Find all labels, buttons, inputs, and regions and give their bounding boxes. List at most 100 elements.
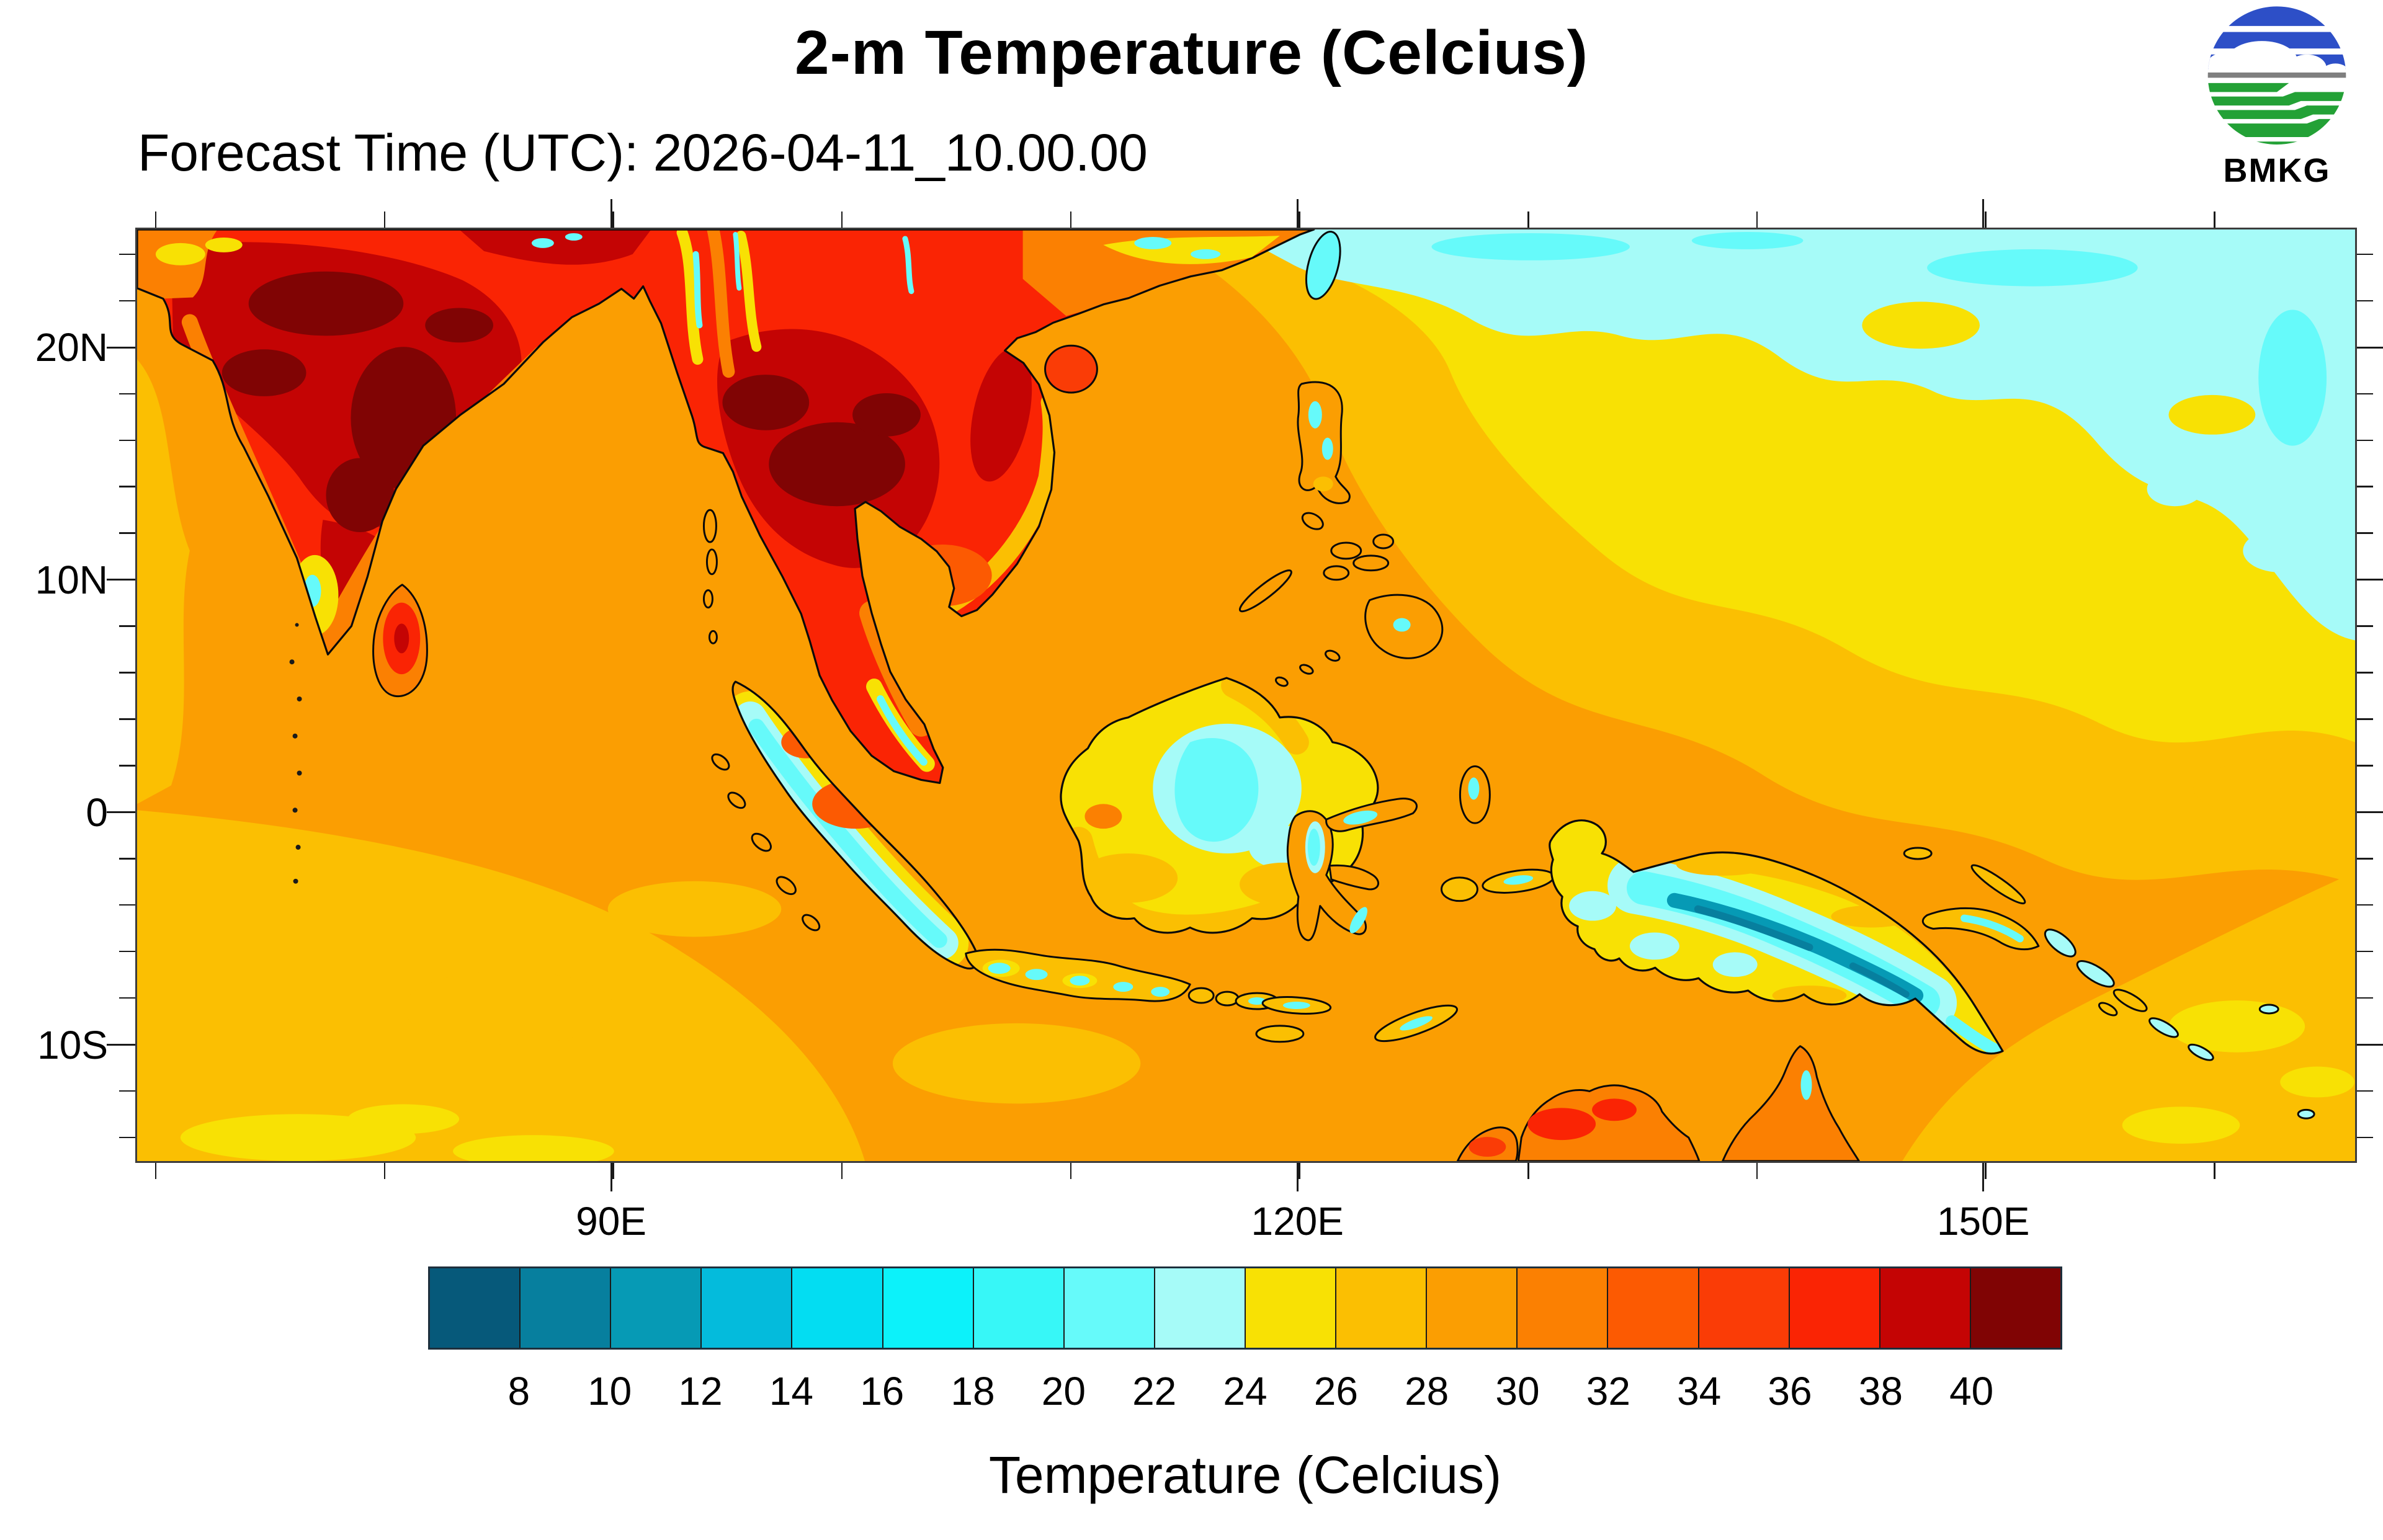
axis-tick — [119, 579, 135, 581]
colorbar-tick-label: 18 — [950, 1369, 995, 1413]
philippines — [1238, 381, 1444, 687]
lombok — [1215, 990, 1240, 1007]
colorbar-cell — [792, 1268, 883, 1348]
axis-tick — [841, 1163, 843, 1179]
axis-tick — [119, 439, 135, 442]
colorbar-cell — [1608, 1268, 1699, 1348]
colorbar-tick-label: 12 — [678, 1369, 723, 1413]
colorbar-cell — [1427, 1268, 1518, 1348]
axis-tick — [1756, 211, 1758, 228]
axis-tick — [1070, 211, 1072, 228]
bmkg-logo: BMKG — [2196, 5, 2358, 190]
colorbar-tick-label: 22 — [1132, 1369, 1177, 1413]
axis-tick — [119, 997, 135, 999]
axis-tick — [610, 1163, 612, 1191]
taiwan — [1305, 231, 1341, 300]
axis-tick — [119, 1090, 135, 1092]
pacific-cyan-band — [1215, 229, 2355, 641]
lat-tick-label: 10S — [37, 1022, 108, 1067]
sulawesi — [1286, 798, 1418, 941]
new-ireland — [1970, 864, 2026, 905]
coral-sea-amber — [1902, 871, 2355, 1161]
axis-tick — [2357, 346, 2383, 349]
mentawai-islands — [711, 753, 730, 771]
colorbar-cell — [1155, 1268, 1246, 1348]
axis-tick — [2357, 904, 2373, 906]
axis-tick — [119, 904, 135, 906]
axis-tick — [119, 300, 135, 302]
axis-tick — [1299, 211, 1300, 228]
colorbar-tick-label: 8 — [507, 1369, 530, 1413]
axis-tick — [2357, 486, 2373, 487]
bmkg-logo-icon — [2207, 6, 2346, 145]
axis-tick — [2214, 211, 2215, 228]
axis-tick — [612, 1163, 614, 1179]
colorbar-tick-label: 14 — [769, 1369, 813, 1413]
colorbar-cell — [521, 1268, 612, 1348]
axis-tick — [2357, 346, 2373, 349]
colorbar-cell — [1336, 1268, 1428, 1348]
axis-tick — [612, 211, 614, 228]
axis-tick — [107, 811, 135, 814]
colorbar-tick-label: 28 — [1405, 1369, 1449, 1413]
axis-tick — [119, 765, 135, 767]
axis-tick — [383, 211, 386, 228]
colorbar-tick-label: 10 — [588, 1369, 632, 1413]
axis-tick — [154, 211, 157, 228]
axis-tick — [1982, 199, 1985, 228]
map-panel — [135, 228, 2357, 1163]
axis-tick — [2357, 997, 2373, 999]
axis-tick — [119, 486, 135, 487]
colorbar — [428, 1266, 2062, 1350]
australia — [1456, 1045, 1860, 1161]
colorbar-tick-label: 32 — [1586, 1369, 1630, 1413]
colorbar-cell — [430, 1268, 521, 1348]
axis-tick — [119, 672, 135, 674]
axis-tick — [107, 579, 135, 581]
axis-tick — [2357, 253, 2373, 256]
colorbar-cell — [1789, 1268, 1880, 1348]
palawan — [1238, 569, 1292, 613]
colorbar-tick-label: 40 — [1949, 1369, 1994, 1413]
axis-tick — [1299, 1163, 1300, 1179]
axis-tick — [2357, 718, 2373, 720]
axis-tick — [107, 1044, 135, 1046]
lat-tick-label: 0 — [86, 790, 108, 835]
lon-tick-label: 90E — [576, 1199, 646, 1244]
colorbar-cell — [1880, 1268, 1971, 1348]
axis-tick — [2357, 1136, 2373, 1139]
andaman-islands — [702, 509, 717, 543]
sumba — [1255, 1025, 1305, 1043]
admiralty-islands — [1903, 847, 1933, 860]
colorbar-tick-label: 30 — [1495, 1369, 1540, 1413]
colorbar-cell — [1245, 1268, 1337, 1348]
axis-tick — [2357, 532, 2373, 534]
axis-tick — [154, 1163, 157, 1179]
temperature-map — [137, 229, 2355, 1161]
axis-tick — [119, 811, 135, 813]
axis-tick — [2357, 858, 2373, 860]
axis-tick — [107, 346, 135, 349]
axis-tick — [119, 858, 135, 860]
axis-tick — [2357, 579, 2373, 581]
cape-york — [1722, 1045, 1860, 1161]
colorbar-tick-label: 36 — [1768, 1369, 1812, 1413]
axis-tick — [2214, 1163, 2215, 1179]
axis-tick — [1985, 211, 1987, 228]
colorbar-tick-label: 16 — [860, 1369, 905, 1413]
axis-tick — [2357, 1090, 2373, 1092]
bali — [1187, 987, 1215, 1004]
axis-tick — [1756, 1163, 1758, 1179]
colorbar-tick-label: 34 — [1677, 1369, 1722, 1413]
new-britain — [1921, 907, 2040, 951]
lon-tick-label: 120E — [1251, 1199, 1344, 1244]
bmkg-logo-text: BMKG — [2223, 152, 2331, 189]
axis-tick — [2357, 393, 2373, 395]
colorbar-tick-label: 38 — [1858, 1369, 1903, 1413]
axis-tick — [2357, 811, 2383, 814]
axis-tick — [2357, 625, 2373, 627]
colorbar-title: Temperature (Celcius) — [988, 1446, 1502, 1504]
axis-tick — [119, 532, 135, 534]
axis-tick — [1070, 1163, 1072, 1179]
colorbar-cell — [1699, 1268, 1790, 1348]
